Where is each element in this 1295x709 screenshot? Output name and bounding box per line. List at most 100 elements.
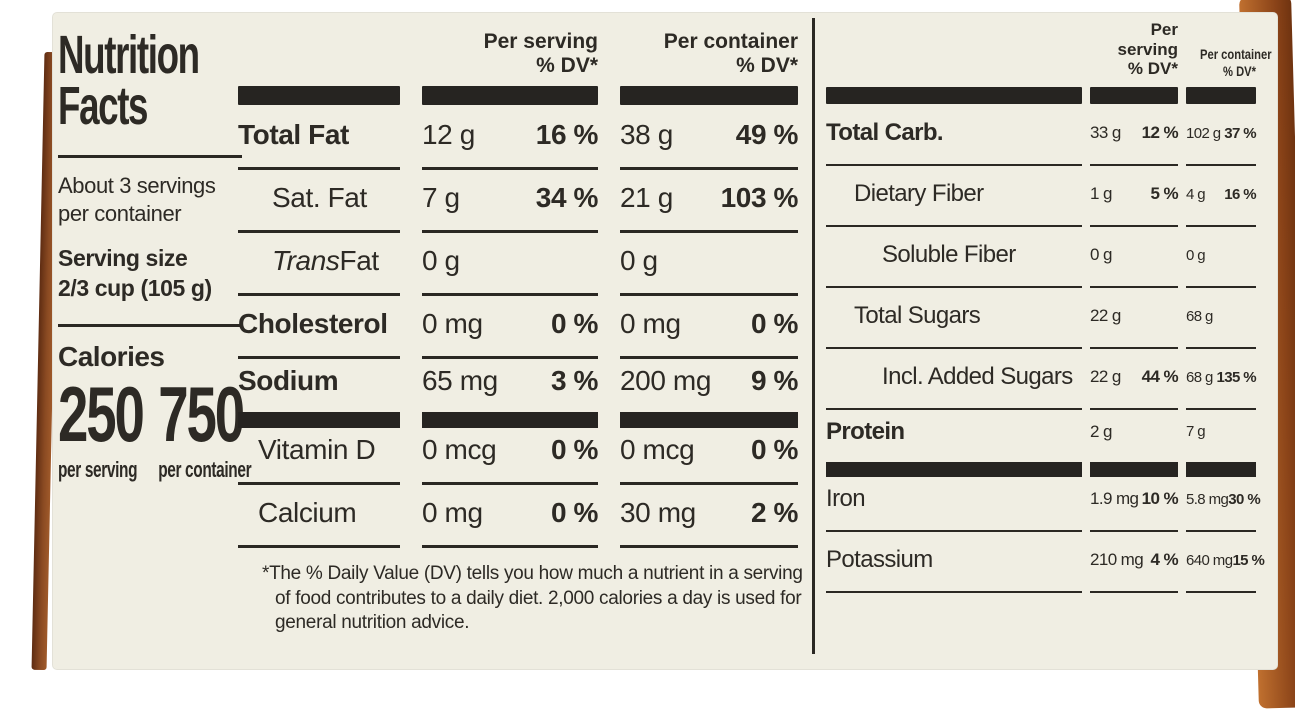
per-serving-header-line1: Per serving [483,29,598,53]
daily-value: 10 % [1141,489,1179,509]
per-container-header: Per container % DV* [1186,46,1272,79]
amount: 68 g [1186,307,1213,325]
per-serving-value: 0 g [1090,225,1178,288]
nutrient-name: Incl. Added Sugars [826,347,1082,410]
amount: 22 g [1090,367,1121,387]
amount: 5.8 mg [1186,490,1229,508]
nutrient-row-vitamin-d: Vitamin D 0 mcg 0 % 0 mcg 0 % [238,419,800,485]
nutrient-name-italic: Trans [272,245,340,276]
nutrient-row-soluble-fiber: Soluble Fiber 0 g 0 g [826,225,1262,288]
daily-value: 15 % [1232,551,1265,569]
nutrient-row-protein: Protein 2 g 7 g [826,409,1262,478]
nutrient-name: Potassium [826,530,1082,593]
per-serving-header: Per serving % DV* [422,30,598,78]
amount: 0 mcg [620,434,695,465]
daily-value: 37 % [1224,124,1256,142]
per-container-value: 200 mg 9 % [620,349,798,428]
amount: 0 g [1090,245,1112,265]
daily-value: 0 % [550,308,598,339]
amount: 4 g [1186,185,1206,203]
nutrient-name: Sodium [238,349,400,428]
dv-header-line: % DV* [1223,62,1256,79]
daily-value: 0 % [750,434,798,465]
nutrient-row-sodium: Sodium 65 mg 3 % 200 mg 9 % [238,357,800,428]
per-container-value: 7 g [1186,401,1256,478]
divider-rule [58,154,242,158]
amount: 0 g [1186,246,1206,264]
nutrients-panel-right: Per serving % DV* Per container % DV* To… [826,20,1272,593]
nutrient-name: Soluble Fiber [826,225,1082,288]
nutrient-row-total-sugars: Total Sugars 22 g 68 g [826,286,1262,349]
per-container-value: 102 g 37 % [1186,103,1257,166]
amount: 0 g [422,245,460,276]
facts-summary-panel: Nutrition Facts About 3 servings per con… [58,22,252,483]
nutrients-panel-left: Per serving % DV* Per container % DV* To… [238,20,803,636]
nutrient-name: Total Sugars [826,286,1082,349]
daily-value: 30 % [1228,490,1261,508]
per-serving-value: 22 g 44 % [1090,347,1179,410]
per-container-header: Per container % DV* [620,30,798,78]
dv-header-line: % DV* [736,53,798,77]
amount: 0 g [620,245,658,276]
calories-per-container-caption: per container [158,456,252,482]
header-bar [826,86,1082,104]
per-container-value: 68 g [1186,286,1256,349]
amount: 65 mg [422,364,498,396]
dv-header-line: % DV* [1127,59,1178,79]
serving-size-value: 2/3 cup (105 g) [58,274,212,301]
amount: 12 g [422,119,475,150]
nutrient-row-total-fat: Total Fat 12 g 16 % 38 g 49 % [238,104,800,170]
daily-value: 5 % [1150,184,1179,204]
daily-value: 0 % [750,308,798,339]
label-title-line2: Facts [58,76,148,137]
nutrient-row-potassium: Potassium 210 mg 4 % 640 mg 15 % [826,530,1265,593]
amount: 1 g [1090,184,1112,204]
per-serving-value: 1.9 mg 10 % [1090,469,1179,532]
amount: 7 g [422,182,460,213]
per-container-value: 4 g 16 % [1186,164,1257,227]
amount: 30 mg [620,497,696,528]
daily-value: 3 % [550,364,598,396]
calories-per-serving: 250 per serving [58,369,145,483]
nutrient-name: Calcium [238,482,400,548]
daily-value-footnote: *The % Daily Value (DV) tells you how mu… [262,563,803,634]
amount: 2 g [1090,421,1112,441]
daily-value: 49 % [735,119,799,150]
amount: 7 g [1186,423,1206,441]
calories-per-serving-value: 250 [58,369,145,458]
per-container-value: 5.8 mg 30 % [1186,469,1261,532]
nutrient-name: Trans Fat [238,230,400,296]
label-title-line1: Nutrition [58,25,200,85]
per-container-value: 68 g 135 % [1186,347,1257,410]
calories-per-serving-caption: per serving [58,456,138,482]
nutrient-name: Total Fat [238,104,400,170]
label-title: Nutrition Facts [58,25,200,137]
per-serving-value: 65 mg 3 % [422,349,598,428]
nutrient-name: Vitamin D [238,419,400,485]
column-headers: Per serving % DV* Per container % DV* [238,20,800,86]
calories-divider [148,380,151,483]
dv-header-line: % DV* [536,53,598,77]
daily-value: 0 % [550,434,598,465]
amount: 102 g [1186,124,1221,142]
nutrition-facts-label: Nutrition Facts About 3 servings per con… [52,12,1278,670]
amount: 0 mg [620,308,681,339]
per-serving-header-line1: Per serving [1117,20,1178,59]
amount: 0 mcg [422,434,497,465]
per-container-value: 0 g [620,230,798,296]
nutrient-row-sat-fat: Sat. Fat 7 g 34 % 21 g 103 % [238,168,800,233]
amount: 1.9 mg [1090,489,1139,509]
column-headers: Per serving % DV* Per container % DV* [826,20,1272,87]
per-container-value: 30 mg 2 % [620,482,798,548]
per-serving-value: 22 g [1090,286,1178,349]
per-serving-header: Per serving % DV* [1090,20,1178,79]
per-container-header-line1: Per container [1200,46,1272,63]
per-container-value: 0 mg 0 % [620,293,798,359]
calories-per-container-value: 750 [158,369,245,458]
nutrient-row-cholesterol: Cholesterol 0 mg 0 % 0 mg 0 % [238,293,800,359]
amount: 0 mg [422,308,483,339]
nutrient-name: Dietary Fiber [826,164,1082,227]
daily-value: 16 % [535,119,599,150]
amount: 210 mg [1090,550,1144,570]
nutrient-row-trans-fat: Trans Fat 0 g 0 g [238,230,800,296]
